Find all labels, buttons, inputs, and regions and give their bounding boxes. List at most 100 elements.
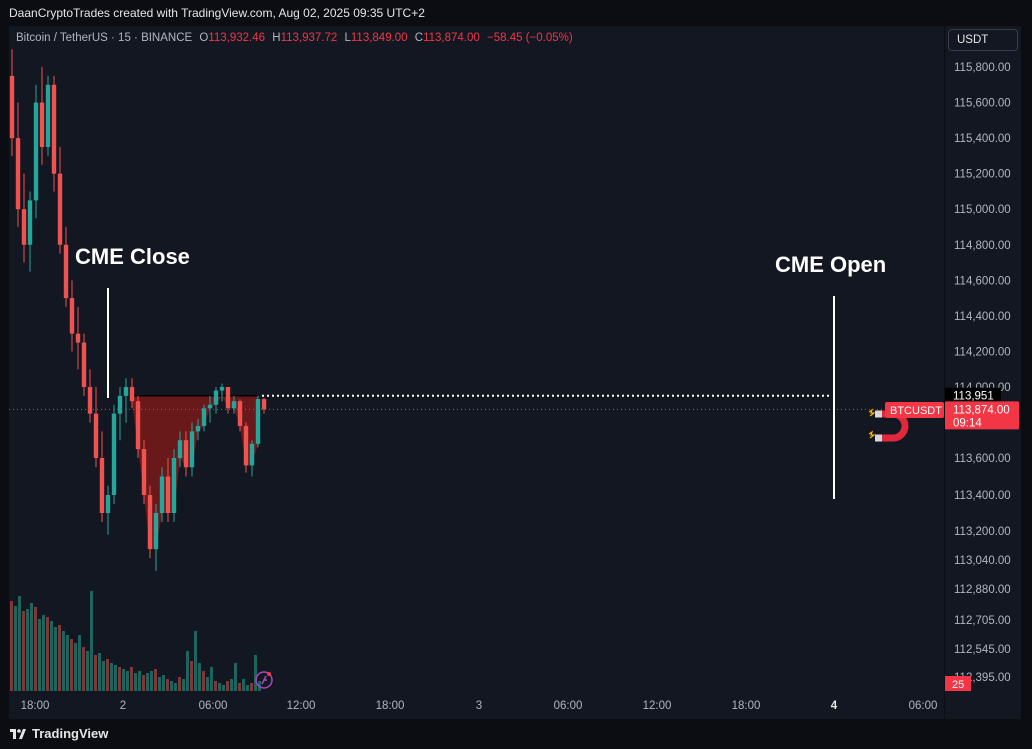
volume-bar bbox=[14, 606, 17, 691]
attribution-text: DaanCryptoTrades created with TradingVie… bbox=[9, 6, 425, 20]
price-chart[interactable]: CME Close CME Open BTCUSDT bbox=[9, 26, 944, 691]
legend-high-value: 113,937.72 bbox=[280, 32, 338, 44]
volume-bar bbox=[10, 601, 13, 691]
candle-body bbox=[249, 443, 255, 466]
volume-bar bbox=[238, 683, 241, 691]
candle-body bbox=[21, 209, 27, 245]
volume-bar bbox=[170, 681, 173, 691]
volume-bars bbox=[10, 591, 261, 691]
candle-body bbox=[93, 413, 99, 458]
price-tick: 115,400.00 bbox=[954, 133, 1011, 145]
volume-bar bbox=[38, 619, 41, 691]
time-tick: 18:00 bbox=[376, 700, 405, 712]
scale-corner bbox=[945, 691, 1021, 719]
price-tick: 113,600.00 bbox=[954, 453, 1011, 465]
volume-bar bbox=[210, 667, 213, 691]
candle-body bbox=[141, 449, 147, 495]
candle-body bbox=[129, 387, 135, 402]
volume-bar bbox=[246, 685, 249, 691]
price-tick: 112,705.00 bbox=[954, 615, 1011, 627]
volume-bar bbox=[214, 681, 217, 691]
time-tick: 18:00 bbox=[732, 700, 761, 712]
candle-body bbox=[237, 401, 243, 427]
volume-badge-text: 25 bbox=[952, 679, 964, 691]
cme-close-label: CME Close bbox=[75, 244, 190, 269]
price-tick: 114,600.00 bbox=[954, 275, 1011, 287]
price-tick: 112,880.00 bbox=[954, 584, 1011, 596]
volume-bar bbox=[74, 643, 77, 691]
legend-close-label: C bbox=[414, 32, 424, 44]
tradingview-logo[interactable]: TradingView bbox=[10, 726, 108, 741]
candle-body bbox=[39, 102, 45, 147]
legend-high-label: H bbox=[272, 32, 281, 44]
legend-change: −58.45 (−0.05%) bbox=[487, 32, 573, 44]
candle-body bbox=[69, 298, 75, 334]
footer-brand: TradingView bbox=[32, 726, 109, 741]
volume-bar bbox=[182, 679, 185, 691]
candle-body bbox=[87, 387, 93, 414]
candle-body bbox=[45, 84, 51, 147]
volume-bar bbox=[18, 596, 21, 691]
price-tick: 114,800.00 bbox=[954, 240, 1011, 252]
time-tick: 06:00 bbox=[199, 700, 228, 712]
time-scale[interactable]: 18:00 2 06:00 12:00 18:00 3 06:00 12:00 18:00 4 06… bbox=[9, 691, 944, 719]
volume-bar bbox=[118, 667, 121, 691]
time-tick: 3 bbox=[476, 700, 482, 712]
volume-bar bbox=[130, 667, 133, 691]
candle-body bbox=[195, 426, 201, 432]
candle-body bbox=[207, 404, 213, 409]
volume-bar bbox=[138, 671, 141, 691]
volume-bar bbox=[226, 681, 229, 691]
volume-bar bbox=[202, 671, 205, 691]
volume-bar bbox=[106, 659, 109, 691]
volume-bar bbox=[142, 675, 145, 691]
countdown-text: 09:14 bbox=[953, 417, 982, 429]
candle-body bbox=[159, 476, 165, 513]
volume-bar bbox=[90, 591, 93, 691]
candle-body bbox=[201, 408, 207, 427]
candle-body bbox=[81, 342, 87, 387]
volume-bar bbox=[82, 647, 85, 691]
volume-bar bbox=[218, 683, 221, 691]
price-tick: 113,200.00 bbox=[954, 526, 1011, 538]
volume-bar bbox=[254, 655, 257, 691]
time-tick: 4 bbox=[831, 700, 838, 712]
price-tick: 115,000.00 bbox=[954, 204, 1011, 216]
volume-bar bbox=[26, 609, 29, 691]
price-tick: 112,545.00 bbox=[954, 644, 1011, 656]
price-scale-svg: 115,800.00 115,600.00 115,400.00 115,200.00… bbox=[945, 62, 1019, 691]
last-price-text: 113,874.00 bbox=[953, 404, 1010, 416]
candle-body bbox=[183, 440, 189, 468]
ticker-badge: BTCUSDT bbox=[885, 402, 944, 418]
volume-bar bbox=[206, 677, 209, 691]
candle-body bbox=[57, 173, 63, 245]
volume-bar bbox=[98, 653, 101, 691]
candle-body bbox=[231, 401, 237, 409]
chart-pane[interactable]: CME Close CME Open BTCUSDT Bitcoin / Tet… bbox=[9, 26, 944, 691]
volume-bar bbox=[166, 679, 169, 691]
price-tick: 114,400.00 bbox=[954, 311, 1011, 323]
volume-bar bbox=[158, 677, 161, 691]
currency-button[interactable]: USDT bbox=[948, 29, 1018, 51]
candle-body bbox=[27, 200, 33, 245]
volume-bar bbox=[86, 651, 89, 691]
volume-bar bbox=[94, 655, 97, 691]
replay-icon[interactable] bbox=[255, 671, 273, 689]
attribution-bar: DaanCryptoTrades created with TradingVie… bbox=[0, 0, 1032, 26]
ticker-badge-text: BTCUSDT bbox=[890, 405, 942, 417]
candle-body bbox=[15, 138, 21, 210]
time-scale-svg: 18:00 2 06:00 12:00 18:00 3 06:00 12:00 18:00 4 06… bbox=[21, 700, 938, 712]
volume-bar bbox=[78, 635, 81, 691]
volume-bar bbox=[122, 669, 125, 691]
price-scale[interactable]: 115,800.00 115,600.00 115,400.00 115,200.00… bbox=[945, 26, 1021, 691]
volume-bar bbox=[146, 673, 149, 691]
legend-close-value: 113,874.00 bbox=[423, 32, 480, 44]
price-tick: 113,040.00 bbox=[954, 555, 1011, 567]
candle-body bbox=[63, 244, 69, 299]
candle-body bbox=[99, 458, 105, 513]
candle-body bbox=[105, 495, 111, 513]
candle-body bbox=[147, 495, 153, 550]
time-tick: 06:00 bbox=[909, 700, 938, 712]
candle-body bbox=[261, 399, 267, 410]
volume-bar bbox=[46, 617, 49, 691]
